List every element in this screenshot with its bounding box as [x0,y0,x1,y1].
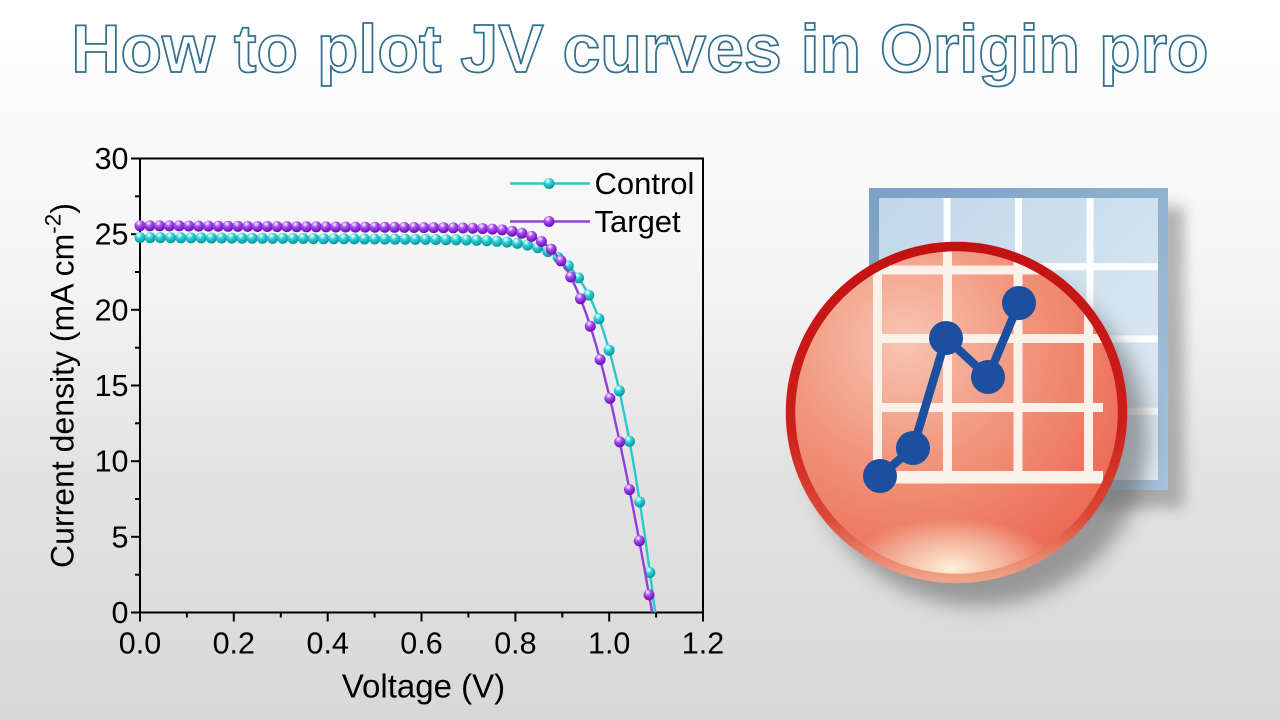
svg-text:Control: Control [595,166,695,201]
svg-text:1.2: 1.2 [682,627,724,661]
svg-text:0: 0 [112,596,129,630]
svg-text:5: 5 [112,520,129,554]
svg-text:1.0: 1.0 [588,627,630,661]
svg-text:0.2: 0.2 [213,627,255,661]
svg-text:30: 30 [95,142,129,176]
svg-text:0.6: 0.6 [400,627,442,661]
svg-text:0.0: 0.0 [119,627,161,661]
svg-text:20: 20 [95,293,129,327]
svg-text:Target: Target [595,204,682,239]
svg-text:Voltage (V): Voltage (V) [342,668,505,705]
svg-text:15: 15 [95,369,129,403]
svg-text:0.4: 0.4 [306,627,348,661]
svg-text:0.8: 0.8 [494,627,536,661]
svg-text:Current density (mA cm-2): Current density (mA cm-2) [41,203,81,568]
svg-text:10: 10 [95,445,129,479]
svg-text:25: 25 [95,218,129,252]
